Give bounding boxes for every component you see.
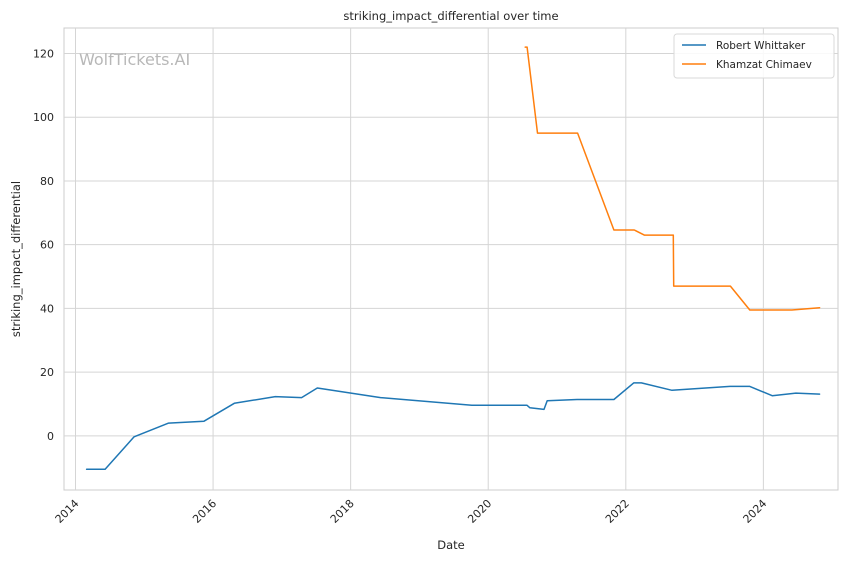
plot-area (63, 27, 839, 491)
grid-lines (64, 28, 838, 490)
y-axis-label: striking_impact_differential (9, 181, 23, 337)
series-line-khamzat-chimaev (524, 46, 821, 311)
x-tick-label: 2016 (190, 497, 219, 526)
x-tick-label: 2014 (53, 497, 82, 526)
x-axis-label: Date (437, 538, 465, 552)
series-line-robert-whittaker (85, 382, 821, 471)
x-tick-label: 2018 (328, 497, 357, 526)
y-tick-label: 40 (40, 302, 54, 315)
x-tick-label: 2024 (741, 497, 770, 526)
y-tick-label: 0 (47, 430, 54, 443)
watermark: WolfTickets.AI (79, 50, 190, 69)
x-tick-label: 2020 (465, 497, 494, 526)
legend-label-khamzat-chimaev: Khamzat Chimaev (716, 59, 812, 71)
y-tick-label: 80 (40, 175, 54, 188)
legend-label-robert-whittaker: Robert Whittaker (716, 40, 806, 52)
x-tick-label: 2022 (603, 497, 632, 526)
series-layer (85, 46, 821, 471)
y-tick-label: 100 (33, 111, 54, 124)
legend-box (673, 33, 835, 79)
y-tick-label: 20 (40, 366, 54, 379)
y-tick-label: 60 (40, 239, 54, 252)
chart-title: striking_impact_differential over time (343, 9, 558, 23)
legend: Robert Whittaker Khamzat Chimaev (673, 33, 835, 79)
y-tick-label: 120 (33, 47, 54, 60)
